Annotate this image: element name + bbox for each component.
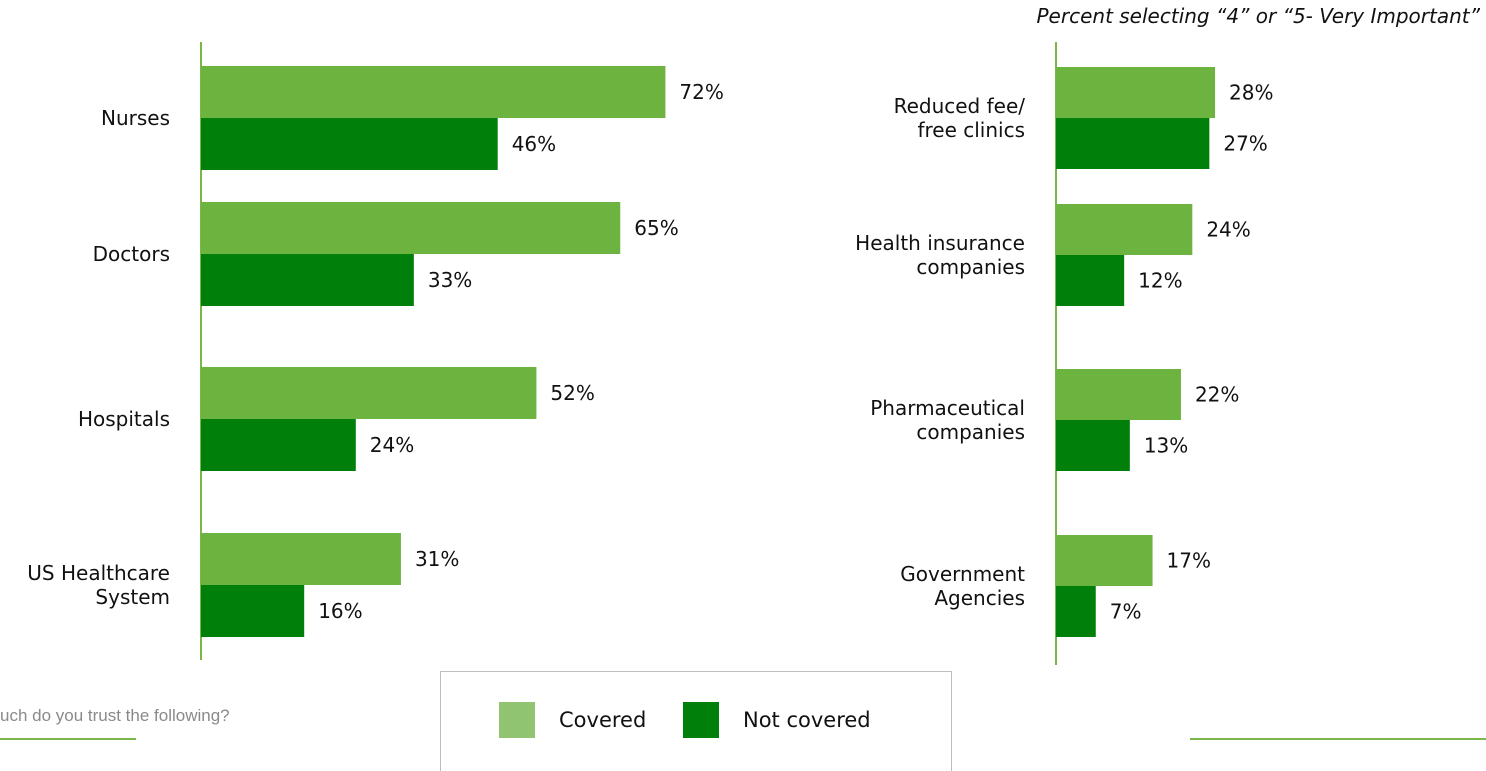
data-label-covered-pharmaceutical-companies: 22%: [1195, 383, 1239, 407]
bar-covered-health-insurance-companies: [1056, 204, 1193, 255]
data-label-not-covered-reduced-fee-free-clinics: 27%: [1223, 132, 1267, 156]
bar-not-covered-government-agencies: [1056, 586, 1096, 637]
bar-not-covered-health-insurance-companies: [1056, 255, 1125, 306]
data-label-not-covered-pharmaceutical-companies: 13%: [1144, 434, 1188, 458]
data-label-covered-reduced-fee-free-clinics: 28%: [1229, 81, 1273, 105]
data-label-not-covered-health-insurance-companies: 12%: [1138, 269, 1182, 293]
legend-item-covered: Covered: [499, 702, 646, 738]
data-label-not-covered-doctors: 33%: [428, 268, 472, 292]
legend-label-not-covered: Not covered: [743, 708, 871, 732]
legend-swatch-covered: [499, 702, 535, 738]
bar-not-covered-pharmaceutical-companies: [1056, 420, 1130, 471]
survey-question: uch do you trust the following?: [0, 706, 230, 725]
data-label-not-covered-nurses: 46%: [512, 132, 556, 156]
category-label-health-insurance-companies: Health insurance companies: [855, 231, 1025, 279]
data-label-covered-nurses: 72%: [679, 80, 723, 104]
category-label-us-healthcare-system: US Healthcare System: [27, 561, 170, 609]
data-label-covered-doctors: 65%: [634, 216, 678, 240]
bar-not-covered-us-healthcare-system: [201, 585, 305, 637]
data-label-covered-health-insurance-companies: 24%: [1206, 218, 1250, 242]
category-label-government-agencies: Government Agencies: [900, 562, 1025, 610]
data-label-not-covered-us-healthcare-system: 16%: [318, 599, 362, 623]
legend: Covered Not covered: [440, 671, 952, 771]
data-label-covered-us-healthcare-system: 31%: [415, 547, 459, 571]
category-label-nurses: Nurses: [101, 106, 170, 130]
data-label-covered-hospitals: 52%: [550, 381, 594, 405]
category-label-pharmaceutical-companies: Pharmaceutical companies: [870, 396, 1025, 444]
bar-not-covered-hospitals: [201, 419, 356, 471]
bar-covered-us-healthcare-system: [201, 533, 401, 585]
data-label-not-covered-hospitals: 24%: [370, 433, 414, 457]
footer-rule-left: [0, 738, 136, 740]
bar-covered-pharmaceutical-companies: [1056, 369, 1181, 420]
chart-subtitle: Percent selecting “4” or “5- Very Import…: [1036, 4, 1481, 28]
data-label-not-covered-government-agencies: 7%: [1110, 600, 1142, 624]
legend-swatch-not-covered: [683, 702, 719, 738]
data-label-covered-government-agencies: 17%: [1167, 549, 1211, 573]
bar-covered-hospitals: [201, 367, 537, 419]
bar-covered-government-agencies: [1056, 535, 1153, 586]
category-label-reduced-fee-free-clinics: Reduced fee/free clinics: [894, 94, 1026, 142]
bar-covered-nurses: [201, 66, 666, 118]
bar-not-covered-nurses: [201, 118, 498, 170]
legend-item-not-covered: Not covered: [683, 702, 871, 738]
bar-covered-reduced-fee-free-clinics: [1056, 67, 1216, 118]
bar-covered-doctors: [201, 202, 621, 254]
category-label-hospitals: Hospitals: [78, 407, 170, 431]
legend-label-covered: Covered: [559, 708, 647, 732]
bar-not-covered-doctors: [201, 254, 414, 306]
category-label-doctors: Doctors: [93, 242, 170, 266]
bar-not-covered-reduced-fee-free-clinics: [1056, 118, 1210, 169]
footer-rule-right: [1190, 738, 1486, 740]
